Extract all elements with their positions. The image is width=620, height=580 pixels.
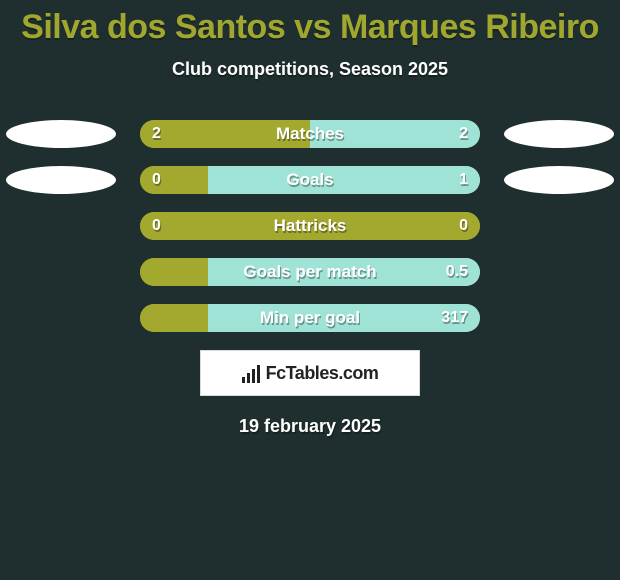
club-badge-right xyxy=(504,166,614,194)
page-subtitle: Club competitions, Season 2025 xyxy=(0,59,620,80)
stat-row: Min per goal 317 xyxy=(0,304,620,332)
bar-chart-icon xyxy=(242,363,260,383)
club-badge-right xyxy=(504,120,614,148)
bar-track xyxy=(140,166,480,194)
stat-row: Goals per match 0.5 xyxy=(0,258,620,286)
page-title: Silva dos Santos vs Marques Ribeiro xyxy=(0,0,620,47)
bar-left xyxy=(140,212,480,240)
bar-track xyxy=(140,212,480,240)
bar-right xyxy=(208,258,480,286)
bar-right xyxy=(208,166,480,194)
bar-left xyxy=(140,120,310,148)
chart-area: 2 Matches 2 0 Goals 1 0 Hattricks 0 xyxy=(0,120,620,332)
date-label: 19 february 2025 xyxy=(0,416,620,437)
bar-left xyxy=(140,258,208,286)
stat-row: 2 Matches 2 xyxy=(0,120,620,148)
logo-text: FcTables.com xyxy=(266,363,379,384)
bar-right xyxy=(208,304,480,332)
club-badge-left xyxy=(6,166,116,194)
logo-inner: FcTables.com xyxy=(242,363,379,384)
stat-row: 0 Hattricks 0 xyxy=(0,212,620,240)
bar-track xyxy=(140,120,480,148)
bar-track xyxy=(140,304,480,332)
comparison-infographic: Silva dos Santos vs Marques Ribeiro Club… xyxy=(0,0,620,580)
bar-left xyxy=(140,166,208,194)
bar-right xyxy=(310,120,480,148)
bar-track xyxy=(140,258,480,286)
source-logo: FcTables.com xyxy=(200,350,420,396)
club-badge-left xyxy=(6,120,116,148)
bar-left xyxy=(140,304,208,332)
stat-row: 0 Goals 1 xyxy=(0,166,620,194)
